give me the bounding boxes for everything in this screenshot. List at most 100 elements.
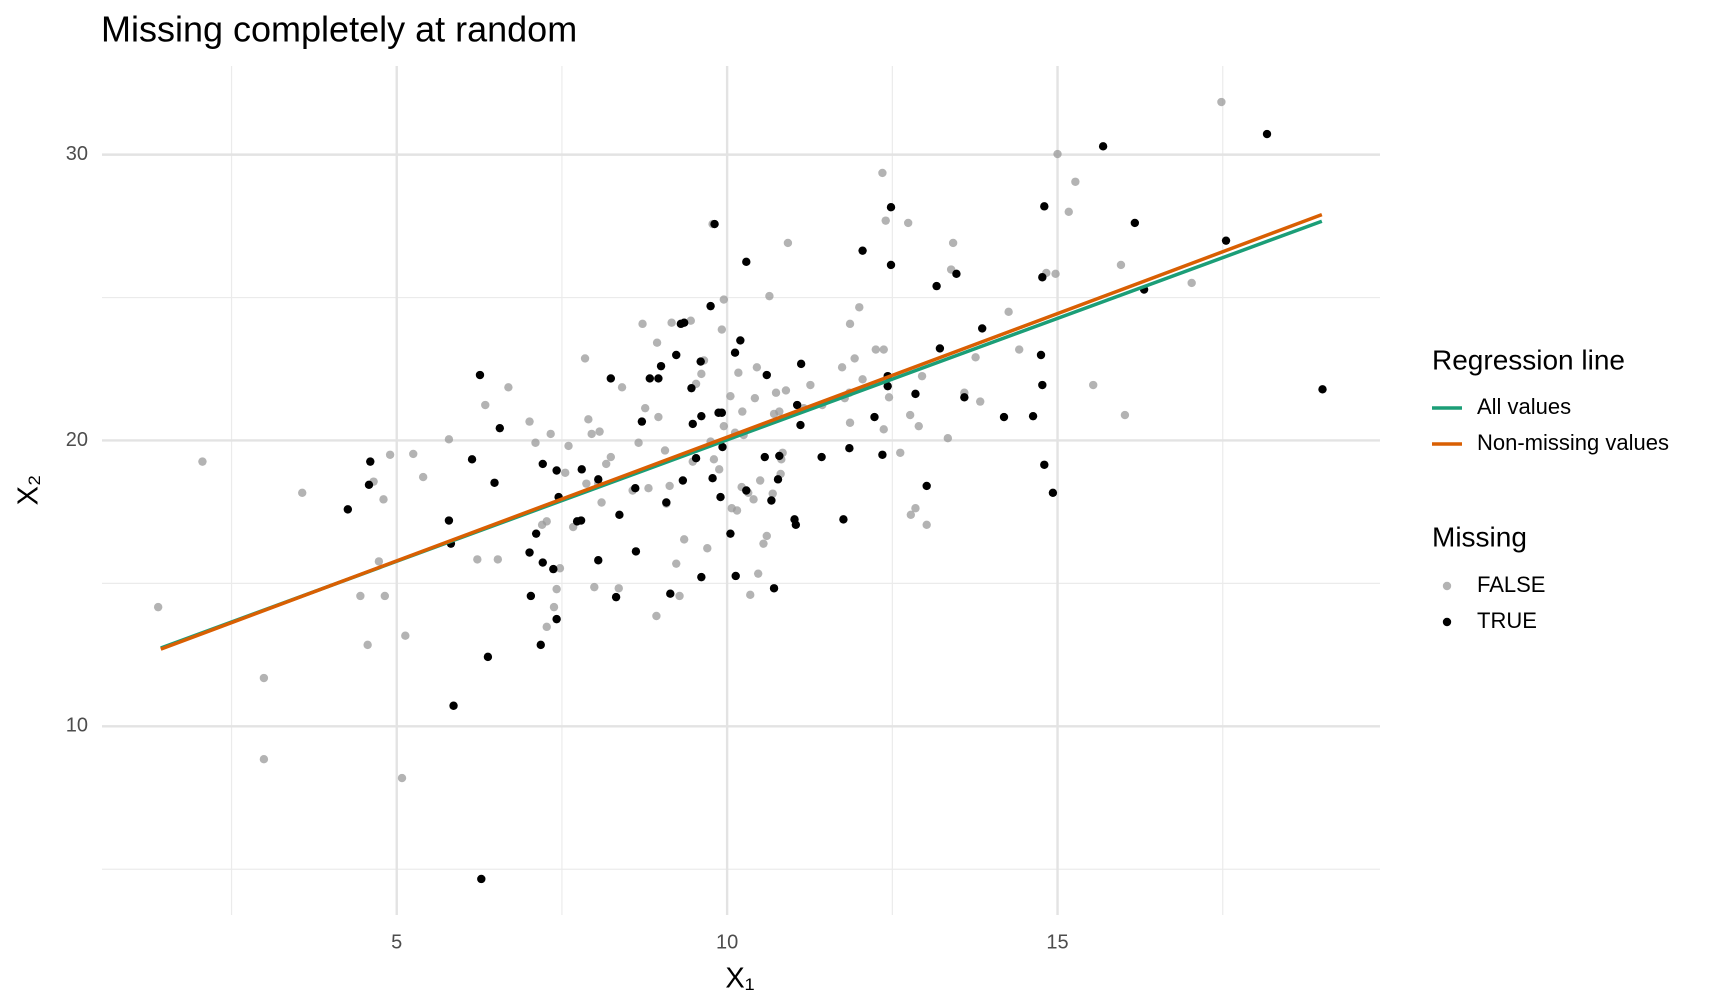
point: [845, 443, 854, 453]
point: [850, 354, 859, 363]
point: [976, 397, 985, 406]
point: [576, 516, 586, 525]
point: [688, 419, 697, 429]
point: [644, 484, 653, 493]
point: [665, 481, 674, 491]
point: [749, 495, 758, 504]
point: [584, 415, 593, 424]
point: [615, 510, 624, 519]
point: [552, 614, 561, 624]
point: [750, 393, 760, 403]
point: [549, 602, 559, 612]
point: [732, 506, 742, 515]
point: [734, 368, 743, 377]
point: [855, 303, 864, 312]
point: [606, 452, 616, 462]
point: [601, 459, 611, 469]
point: [1036, 350, 1046, 360]
point: [1120, 410, 1130, 420]
point: [717, 325, 727, 334]
point: [742, 486, 751, 495]
point: [759, 539, 768, 548]
point: [552, 584, 561, 594]
point: [714, 465, 724, 474]
point: [883, 381, 892, 391]
point: [538, 459, 547, 469]
point: [960, 393, 969, 402]
point: [444, 516, 454, 525]
point: [638, 319, 647, 329]
point: [675, 591, 684, 601]
point: [525, 548, 534, 557]
point: [640, 403, 650, 413]
x-tick-label: 5: [391, 931, 402, 953]
point: [718, 442, 727, 452]
y-axis-title: X₂: [13, 475, 45, 506]
point: [911, 504, 920, 513]
point: [783, 238, 793, 248]
point: [679, 535, 689, 544]
legend-key: [1442, 581, 1452, 591]
point: [886, 260, 896, 270]
legend-label: All values: [1477, 394, 1571, 419]
point: [697, 369, 706, 379]
point: [932, 281, 941, 291]
point: [666, 589, 675, 598]
point: [356, 591, 365, 601]
point: [878, 450, 887, 459]
point: [555, 564, 565, 573]
point: [477, 874, 486, 884]
point: [905, 410, 915, 420]
point: [481, 400, 490, 410]
chart-title: Missing completely at random: [101, 9, 577, 50]
point: [719, 421, 729, 431]
point: [495, 423, 505, 433]
point: [366, 457, 375, 466]
point: [971, 353, 980, 362]
point: [1098, 142, 1108, 151]
point: [752, 363, 762, 372]
point: [397, 773, 407, 783]
point: [753, 569, 763, 578]
point: [999, 412, 1009, 422]
point: [730, 348, 740, 357]
point: [792, 400, 802, 410]
point: [552, 466, 561, 475]
legend-label: TRUE: [1477, 608, 1537, 633]
point: [667, 318, 676, 327]
point: [858, 375, 867, 384]
point: [525, 417, 534, 426]
plot-area: [153, 97, 1327, 884]
point: [475, 370, 485, 380]
point: [697, 572, 706, 582]
point: [771, 388, 781, 397]
point: [672, 350, 681, 360]
point: [660, 446, 670, 455]
point: [153, 602, 163, 612]
point: [717, 408, 727, 417]
point: [611, 592, 621, 602]
point: [645, 374, 655, 383]
point: [1130, 218, 1140, 228]
point: [781, 386, 791, 395]
point: [198, 457, 207, 466]
point: [385, 450, 395, 459]
point: [1217, 97, 1226, 107]
point: [917, 371, 927, 381]
point: [637, 417, 647, 426]
point: [762, 531, 771, 541]
point: [1014, 345, 1024, 354]
point: [1071, 177, 1080, 186]
point: [696, 357, 705, 366]
point: [654, 412, 663, 422]
legend-label: FALSE: [1477, 572, 1545, 597]
point: [796, 359, 806, 369]
point: [594, 475, 603, 484]
point: [731, 571, 740, 581]
point: [1318, 385, 1327, 394]
point: [1038, 273, 1047, 282]
x-axis-title: X₁: [725, 963, 754, 995]
point: [1028, 411, 1038, 421]
point: [952, 269, 961, 279]
point: [418, 472, 428, 482]
